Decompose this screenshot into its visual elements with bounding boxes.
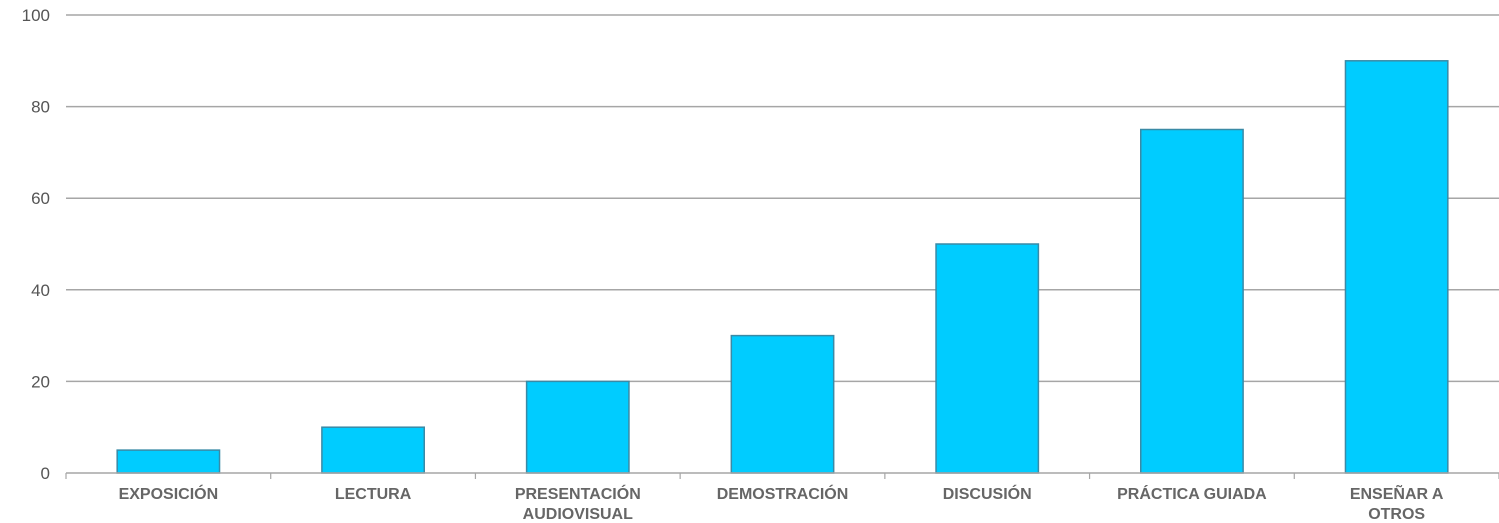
y-tick-label: 80	[31, 98, 50, 117]
bar	[1344, 60, 1449, 474]
x-tick-label-line: ENSEÑAR A	[1350, 483, 1444, 503]
x-tick-label: DEMOSTRACIÓN	[717, 484, 849, 503]
bar	[730, 334, 835, 474]
x-tick-label: LECTURA	[335, 486, 412, 503]
bars	[116, 60, 1449, 474]
grid-lines	[66, 14, 1499, 383]
x-tick-label-line: DISCUSIÓN	[943, 484, 1032, 503]
bar	[525, 380, 630, 474]
x-tick-label-line: AUDIOVISUAL	[523, 506, 633, 523]
bar	[321, 426, 425, 474]
y-axis-ticks: 0 20 40 60 80 100	[22, 6, 50, 483]
bar	[935, 243, 1040, 474]
y-tick-label: 40	[31, 281, 50, 300]
y-tick-label: 100	[22, 6, 50, 25]
bar	[1140, 128, 1244, 474]
x-tick-label-line: LECTURA	[335, 486, 412, 503]
x-tick-label-line: OTROS	[1368, 506, 1425, 523]
x-tick-label: DISCUSIÓN	[943, 484, 1032, 503]
y-tick-label: 0	[41, 464, 50, 483]
x-tick-label: ENSEÑAR A OTROS	[1350, 483, 1444, 523]
x-tick-label-line: PRESENTACIÓN	[515, 484, 641, 503]
x-tick-label: EXPOSICIÓN	[119, 484, 219, 503]
x-tick-label: PRÁCTICA GUIADA	[1117, 484, 1267, 503]
bar	[116, 449, 221, 474]
x-axis-ticks: EXPOSICIÓN LECTURA PRESENTACIÓN AUDIOVISUAL…	[119, 483, 1444, 523]
x-tick-label-line: DEMOSTRACIÓN	[717, 484, 849, 503]
x-axis	[65, 472, 1499, 479]
x-tick-label-line: PRÁCTICA GUIADA	[1117, 484, 1267, 503]
x-tick-label: PRESENTACIÓN AUDIOVISUAL	[515, 484, 641, 523]
y-tick-label: 60	[31, 189, 50, 208]
x-tick-label-line: EXPOSICIÓN	[119, 484, 219, 503]
y-tick-label: 20	[31, 372, 50, 391]
